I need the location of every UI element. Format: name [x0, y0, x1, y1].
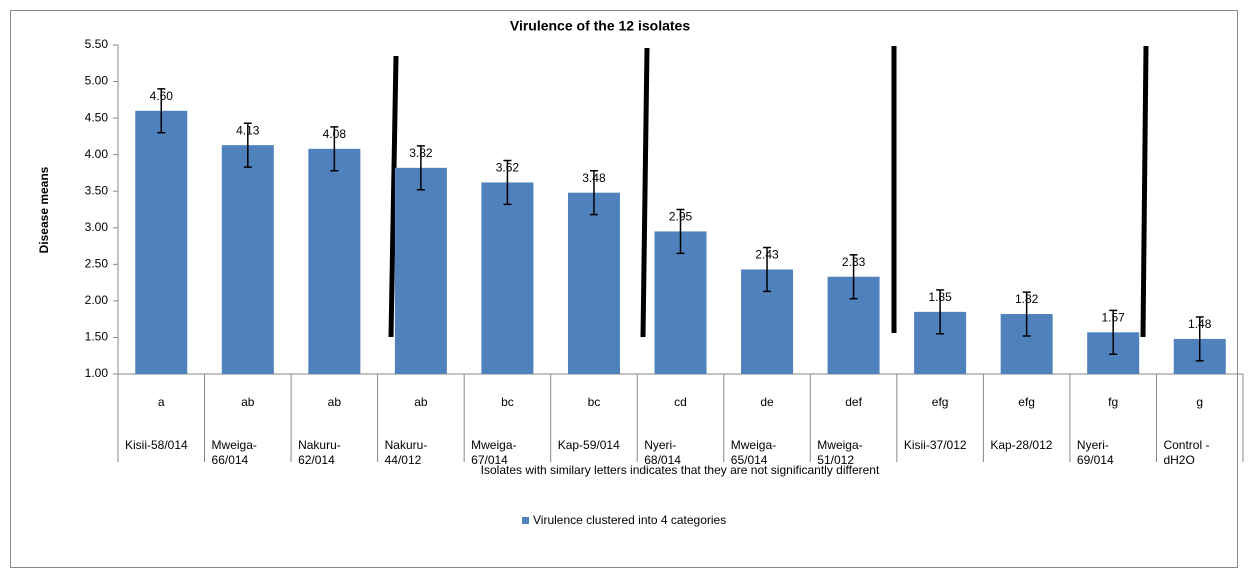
group-label: a: [158, 395, 165, 409]
y-tick-label: 5.50: [85, 37, 109, 51]
bar: [308, 148, 361, 374]
bar: [394, 167, 447, 374]
x-tick-label: Kisii-37/012: [903, 438, 967, 452]
x-tick-label: Kap-28/012: [990, 438, 1053, 452]
group-label: ab: [328, 395, 342, 409]
y-tick-label: 3.50: [85, 183, 109, 197]
group-label: cd: [674, 395, 687, 409]
x-tick-label: Kap-59/014: [557, 438, 620, 452]
data-label: 3.48: [582, 171, 606, 185]
data-label: 1.85: [928, 290, 952, 304]
data-label: 4.60: [150, 89, 174, 103]
group-label: bc: [501, 395, 514, 409]
separator: [1140, 45, 1149, 338]
bar: [221, 145, 274, 374]
separators: [388, 45, 1149, 338]
group-label: def: [845, 395, 862, 409]
y-tick-label: 1.00: [85, 366, 109, 380]
data-label: 4.13: [236, 123, 260, 137]
x-tick-label: Nyeri-69/014: [1076, 438, 1114, 467]
separator: [640, 47, 650, 338]
y-tick-label: 1.50: [85, 330, 109, 344]
data-label: 4.08: [323, 127, 347, 141]
data-label: 1.82: [1015, 292, 1039, 306]
x-tick-label: Kisii-58/014: [125, 438, 188, 452]
y-tick-label: 4.00: [85, 147, 109, 161]
chart-border: [10, 10, 1238, 568]
y-tick-label: 2.00: [85, 293, 109, 307]
bar: [481, 182, 534, 374]
group-label: g: [1196, 395, 1203, 409]
x-tick-label: Mweiga-65/014: [730, 438, 777, 467]
group-label: ab: [414, 395, 428, 409]
x-axis-title: Isolates with similary letters indicates…: [481, 463, 880, 477]
y-tick-label: 3.00: [85, 220, 109, 234]
data-label: 3.82: [409, 146, 433, 160]
bar: [654, 231, 707, 374]
legend-label: Virulence clustered into 4 categories: [533, 513, 726, 527]
x-tick-label: Mweiga-51/012: [817, 438, 863, 467]
group-label: bc: [588, 395, 601, 409]
data-label: 2.43: [755, 248, 779, 262]
y-tick-label: 5.00: [85, 74, 109, 88]
bar: [135, 110, 188, 375]
group-label: efg: [932, 395, 949, 409]
x-tick-label: Mweiga-66/014: [211, 438, 257, 467]
group-label: de: [760, 395, 774, 409]
separator: [388, 55, 399, 338]
x-tick-label: Nakuru-44/012: [384, 438, 428, 467]
group-label: efg: [1018, 395, 1035, 409]
legend-swatch: [522, 517, 529, 524]
data-label: 3.62: [496, 161, 520, 175]
x-tick-label: Control - dH2O: [1163, 438, 1210, 467]
group-label: ab: [241, 395, 255, 409]
data-label: 2.33: [842, 255, 866, 269]
y-axis-title: Disease means: [37, 166, 51, 253]
x-tick-label: Mweiga-67/014: [471, 438, 517, 467]
y-tick-label: 4.50: [85, 110, 109, 124]
x-tick-label: Nakuru-62/014: [298, 438, 341, 467]
y-tick-label: 2.50: [85, 257, 109, 271]
data-label: 1.57: [1102, 310, 1126, 324]
data-label: 2.95: [669, 210, 693, 224]
bar: [567, 192, 620, 374]
group-label: fg: [1108, 395, 1118, 409]
x-tick-label: Nyeri-68/014: [644, 438, 681, 467]
data-label: 1.48: [1188, 317, 1212, 331]
chart-title: Virulence of the 12 isolates: [510, 18, 690, 34]
